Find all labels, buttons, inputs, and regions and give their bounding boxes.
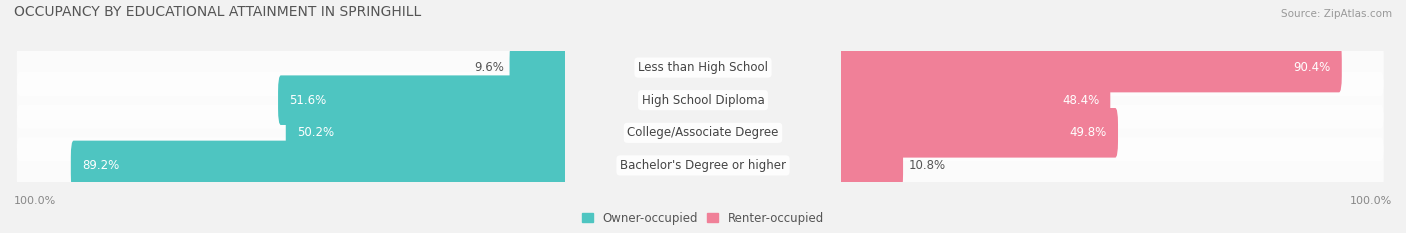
Text: 90.4%: 90.4% — [1294, 61, 1330, 74]
FancyBboxPatch shape — [849, 137, 1384, 193]
Text: Bachelor's Degree or higher: Bachelor's Degree or higher — [620, 159, 786, 172]
Text: Source: ZipAtlas.com: Source: ZipAtlas.com — [1281, 9, 1392, 19]
Text: 51.6%: 51.6% — [290, 94, 326, 107]
Legend: Owner-occupied, Renter-occupied: Owner-occupied, Renter-occupied — [578, 207, 828, 230]
Text: 100.0%: 100.0% — [1350, 196, 1392, 206]
FancyBboxPatch shape — [838, 75, 1111, 125]
FancyBboxPatch shape — [17, 40, 557, 96]
Text: 9.6%: 9.6% — [474, 61, 503, 74]
FancyBboxPatch shape — [17, 137, 557, 193]
FancyBboxPatch shape — [849, 105, 1384, 161]
Text: College/Associate Degree: College/Associate Degree — [627, 126, 779, 139]
Text: 100.0%: 100.0% — [14, 196, 56, 206]
FancyBboxPatch shape — [285, 108, 568, 158]
FancyBboxPatch shape — [849, 40, 1384, 96]
FancyBboxPatch shape — [509, 43, 568, 92]
FancyBboxPatch shape — [838, 141, 903, 190]
Text: OCCUPANCY BY EDUCATIONAL ATTAINMENT IN SPRINGHILL: OCCUPANCY BY EDUCATIONAL ATTAINMENT IN S… — [14, 5, 422, 19]
FancyBboxPatch shape — [17, 72, 557, 128]
FancyBboxPatch shape — [17, 105, 557, 161]
Text: 50.2%: 50.2% — [297, 126, 335, 139]
Text: 10.8%: 10.8% — [908, 159, 946, 172]
FancyBboxPatch shape — [849, 72, 1384, 128]
FancyBboxPatch shape — [278, 75, 568, 125]
Text: Less than High School: Less than High School — [638, 61, 768, 74]
Text: 49.8%: 49.8% — [1070, 126, 1107, 139]
Text: High School Diploma: High School Diploma — [641, 94, 765, 107]
Text: 89.2%: 89.2% — [82, 159, 120, 172]
Text: 48.4%: 48.4% — [1062, 94, 1099, 107]
FancyBboxPatch shape — [838, 108, 1118, 158]
FancyBboxPatch shape — [70, 141, 568, 190]
FancyBboxPatch shape — [838, 43, 1341, 92]
